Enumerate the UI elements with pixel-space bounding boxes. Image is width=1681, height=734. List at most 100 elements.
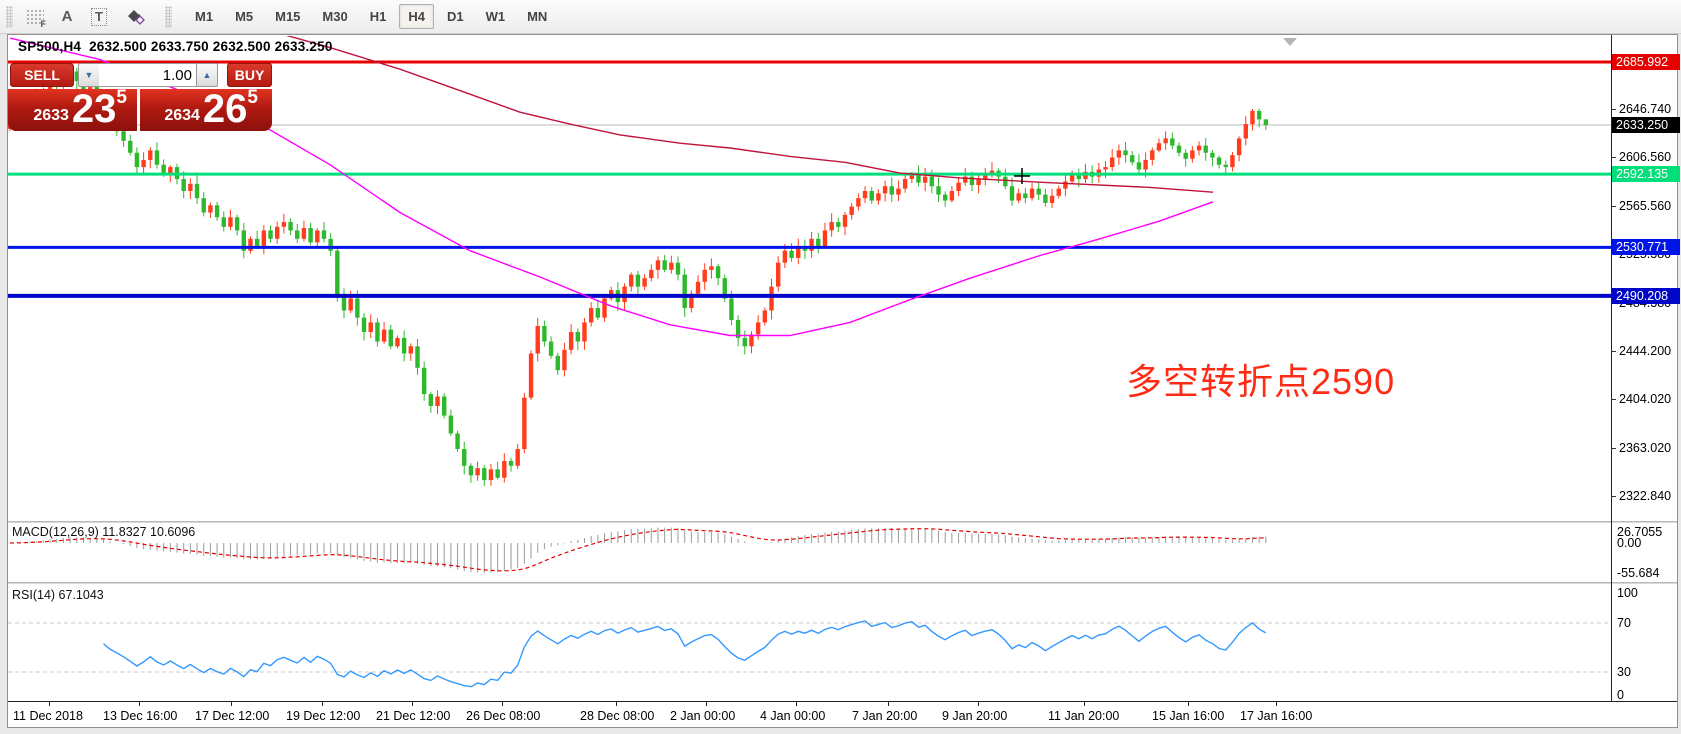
sell-button[interactable]: SELL bbox=[10, 63, 74, 87]
candle-body bbox=[1123, 150, 1128, 156]
candle-body bbox=[1176, 145, 1182, 153]
timeframe-m30[interactable]: M30 bbox=[322, 9, 348, 24]
candle-body bbox=[1230, 155, 1235, 168]
grid-f-icon[interactable]: F bbox=[21, 4, 49, 30]
rsi-canvas[interactable] bbox=[8, 584, 1611, 701]
one-click-trade-panel: SELL ▼ ▲ BUY 2633 23 5 2634 26 5 bbox=[8, 57, 273, 131]
candle-body bbox=[308, 228, 313, 243]
candle-body bbox=[1016, 193, 1021, 201]
candle-body bbox=[836, 222, 841, 227]
candle-body bbox=[629, 274, 634, 287]
candle-body bbox=[482, 468, 487, 481]
candle-body bbox=[722, 278, 727, 299]
timeframe-m5[interactable]: M5 bbox=[235, 9, 254, 24]
candle-body bbox=[1263, 119, 1269, 125]
candle-body bbox=[909, 174, 914, 180]
macd-canvas[interactable] bbox=[8, 523, 1611, 581]
time-axis-border bbox=[8, 701, 1677, 702]
candle-body bbox=[1056, 188, 1061, 196]
candle-body bbox=[1116, 150, 1122, 158]
candle-body bbox=[121, 131, 126, 141]
macd-axis-label: 0.00 bbox=[1617, 536, 1642, 550]
time-label: 17 Dec 12:00 bbox=[195, 709, 270, 723]
candle-body bbox=[1063, 181, 1068, 189]
shapes-icon[interactable]: ▼ bbox=[117, 4, 157, 30]
candle-body bbox=[528, 353, 534, 398]
candle-body bbox=[1223, 164, 1228, 168]
toolbar-grip[interactable] bbox=[6, 5, 13, 28]
candle-body bbox=[789, 250, 794, 258]
time-label: 21 Dec 12:00 bbox=[376, 709, 451, 723]
candle-body bbox=[328, 238, 333, 251]
timeframe-m1[interactable]: M1 bbox=[195, 9, 214, 24]
candle-body bbox=[188, 183, 193, 192]
candle-body bbox=[575, 331, 580, 342]
macd-indicator-label: MACD(12,26,9) 11.8327 10.6096 bbox=[12, 525, 196, 539]
candle-body bbox=[141, 159, 146, 168]
candle-body bbox=[1150, 150, 1155, 160]
candle-body bbox=[248, 238, 253, 251]
time-tick bbox=[616, 702, 617, 706]
main-chart-canvas[interactable] bbox=[8, 36, 1611, 521]
candle-body bbox=[695, 281, 701, 294]
time-tick bbox=[706, 702, 707, 706]
time-label: 11 Dec 2018 bbox=[13, 709, 83, 723]
timeframe-m15[interactable]: M15 bbox=[275, 9, 301, 24]
time-tick bbox=[322, 702, 323, 706]
grid-glyph: F bbox=[26, 8, 46, 29]
candle-body bbox=[949, 191, 955, 201]
time-label: 17 Jan 16:00 bbox=[1240, 709, 1313, 723]
buy-button[interactable]: BUY bbox=[227, 63, 272, 87]
candle-body bbox=[869, 191, 874, 201]
candle-body bbox=[749, 334, 754, 347]
volume-decrease-button[interactable]: ▼ bbox=[78, 63, 100, 87]
candle-body bbox=[1256, 110, 1262, 120]
macd-axis-label: 26.7055 bbox=[1617, 525, 1663, 539]
candle-body bbox=[1049, 195, 1055, 203]
price-badge-2685.992: 2685.992 bbox=[1612, 53, 1680, 70]
candle-body bbox=[829, 222, 834, 231]
time-label: 11 Jan 20:00 bbox=[1048, 709, 1120, 723]
candle-body bbox=[856, 198, 861, 207]
candle-body bbox=[462, 449, 467, 466]
candle-body bbox=[128, 140, 133, 153]
price-tick bbox=[1611, 398, 1616, 400]
timeframe-w1[interactable]: W1 bbox=[485, 9, 506, 24]
candle-body bbox=[1236, 138, 1242, 156]
time-tick bbox=[502, 702, 503, 706]
candle-body bbox=[1023, 193, 1028, 199]
volume-increase-button[interactable]: ▲ bbox=[196, 63, 218, 87]
timeframe-mn[interactable]: MN bbox=[527, 9, 548, 24]
pane-splitter-macd[interactable] bbox=[8, 521, 1677, 523]
pane-splitter-rsi[interactable] bbox=[8, 582, 1677, 584]
price-tick-label: 2646.740 bbox=[1619, 101, 1672, 116]
scroll-end-triangle-icon[interactable] bbox=[1283, 38, 1297, 46]
candle-body bbox=[655, 260, 661, 270]
candle-body bbox=[368, 322, 373, 332]
candle-body bbox=[1196, 145, 1202, 151]
timeframe-h4[interactable]: H4 bbox=[399, 4, 434, 29]
volume-input[interactable] bbox=[99, 63, 197, 87]
candle-body bbox=[502, 460, 507, 478]
candle-body bbox=[468, 465, 474, 476]
candle-body bbox=[208, 205, 213, 213]
text-a-icon[interactable]: A bbox=[61, 8, 73, 25]
sell-price-box[interactable]: 2633 23 5 bbox=[8, 88, 137, 131]
candle-body bbox=[548, 341, 554, 356]
text-label-icon[interactable]: T bbox=[85, 4, 113, 30]
candle-body bbox=[522, 397, 527, 450]
candle-body bbox=[268, 230, 273, 239]
rsi-axis-label: 100 bbox=[1617, 586, 1638, 600]
timeframe-d1[interactable]: D1 bbox=[446, 9, 464, 24]
toolbar-grip-2[interactable] bbox=[165, 5, 172, 28]
timeframe-h1[interactable]: H1 bbox=[369, 9, 387, 24]
shapes-glyph bbox=[128, 9, 145, 25]
candle-body bbox=[1163, 138, 1168, 144]
candle-body bbox=[662, 260, 667, 270]
candle-body bbox=[1210, 152, 1215, 158]
buy-price-box[interactable]: 2634 26 5 bbox=[140, 88, 272, 131]
candle-body bbox=[809, 238, 814, 251]
rsi-axis-label: 0 bbox=[1617, 688, 1624, 702]
candle-body bbox=[1243, 124, 1248, 139]
